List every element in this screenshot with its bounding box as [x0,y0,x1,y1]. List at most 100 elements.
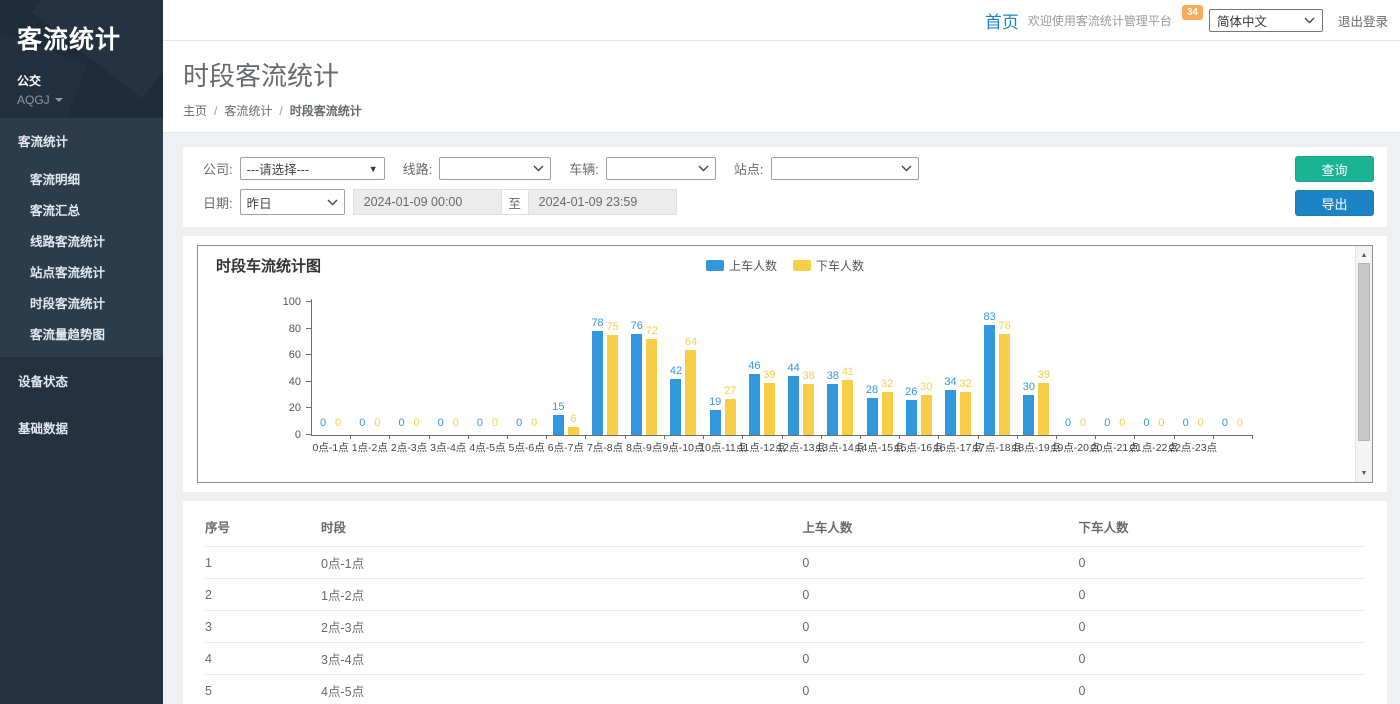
company-select[interactable]: ---请选择--- ▼ [240,157,385,180]
sidebar: 客流统计 公交 AQGJ 客流统计客流明细客流汇总线路客流统计站点客流统计时段客… [0,0,163,704]
bar-value-label: 0 [1104,417,1110,429]
table-cell: 0 [1078,547,1365,579]
chart-bar [842,380,853,435]
x-axis-tick [1056,435,1057,439]
x-axis-tick [1095,435,1096,439]
chevron-down-icon [55,98,63,102]
vehicle-select[interactable] [606,157,716,180]
chart-bar [685,350,696,435]
sidebar-item[interactable]: 线路客流统计 [0,225,163,256]
chart-bar [670,379,681,435]
table-cell: 3 [205,611,321,643]
bar-value-label: 0 [1080,417,1086,429]
table-row: 54点-5点00 [205,675,1365,704]
bar-value-label: 0 [438,417,444,429]
bar-value-label: 30 [920,381,932,393]
y-axis-line [311,299,312,435]
language-select[interactable]: 简体中文 [1209,9,1323,32]
y-axis-tick-label: 20 [263,402,301,414]
x-axis-tick-label: 4点-5点 [469,440,505,455]
sidebar-item[interactable]: 客流明细 [0,163,163,194]
table-panel: 序号时段上车人数下车人数 10点-1点0021点-2点0032点-3点0043点… [183,501,1387,704]
account-dropdown[interactable]: AQGJ [17,93,63,107]
legend-item[interactable]: 下车人数 [793,257,864,274]
sidebar-item[interactable]: 客流量趋势图 [0,318,163,349]
table-row: 32点-3点00 [205,611,1365,643]
sidebar-item[interactable]: 站点客流统计 [0,256,163,287]
bar-value-label: 44 [787,362,799,374]
bar-value-label: 0 [1198,417,1204,429]
table-header-cell: 时段 [321,504,802,547]
scroll-down-icon[interactable]: ▼ [1356,465,1372,481]
sidebar-subnav: 客流明细客流汇总线路客流统计站点客流统计时段客流统计客流量趋势图 [0,163,163,357]
bar-value-label: 75 [606,321,618,333]
date-preset-select[interactable]: 昨日 [240,189,345,215]
x-axis-tick-label: 22点-23点 [1169,440,1217,455]
chart-bar [788,376,799,435]
x-axis-tick [782,435,783,439]
sidebar-item[interactable]: 客流汇总 [0,194,163,225]
chevron-down-icon [901,165,912,172]
bar-value-label: 42 [670,365,682,377]
bar-value-label: 0 [1143,417,1149,429]
chart-bar [999,334,1010,435]
page-heading: 时段客流统计 主页/客流统计/时段客流统计 [163,41,1400,133]
station-select[interactable] [771,157,919,180]
org-name: 公交 [17,72,163,89]
chart-scrollbar[interactable]: ▲ ▼ [1355,246,1372,482]
table-header-cell: 下车人数 [1078,504,1365,547]
bar-value-label: 0 [1237,417,1243,429]
legend-label: 下车人数 [816,257,864,274]
scroll-up-icon[interactable]: ▲ [1356,247,1372,263]
chart-bar [631,334,642,435]
x-axis-tick-label: 1点-2点 [352,440,388,455]
table-row: 21点-2点00 [205,579,1365,611]
bar-value-label: 83 [984,311,996,323]
home-link[interactable]: 首页 [985,8,1019,33]
bar-value-label: 0 [1158,417,1164,429]
chart-plot: 020406080100000点-1点001点-2点002点-3点003点-4点… [311,302,1252,435]
chart-bar [867,398,878,435]
bar-value-label: 0 [1183,417,1189,429]
table-header-cell: 上车人数 [802,504,1078,547]
sidebar-item[interactable]: 时段客流统计 [0,287,163,318]
date-from-input[interactable]: 2024-01-09 00:00 [353,189,501,215]
bar-value-label: 0 [413,417,419,429]
sidebar-group: 基础数据 [0,404,163,451]
company-filter: 公司: ---请选择--- ▼ [203,157,385,180]
breadcrumb-separator: / [214,104,217,118]
x-axis-tick [664,435,665,439]
scrollbar-thumb[interactable] [1358,263,1370,441]
bar-value-label: 26 [905,386,917,398]
breadcrumb-link[interactable]: 客流统计 [224,102,272,119]
breadcrumb-link[interactable]: 主页 [183,102,207,119]
legend-item[interactable]: 上车人数 [706,257,777,274]
table-cell: 2 [205,579,321,611]
sidebar-section[interactable]: 客流统计 [0,118,163,163]
bar-value-label: 64 [685,336,697,348]
y-axis-tick [306,301,311,302]
bar-value-label: 0 [398,417,404,429]
table-cell: 0 [1078,579,1365,611]
logout-link[interactable]: 退出登录 [1338,11,1388,30]
bar-value-label: 0 [374,417,380,429]
date-to-input[interactable]: 2024-01-09 23:59 [529,189,677,215]
chart-bar [882,392,893,435]
bar-value-label: 0 [335,417,341,429]
line-select[interactable] [439,157,551,180]
bar-value-label: 0 [453,417,459,429]
table-cell: 0 [802,611,1078,643]
chart-title: 时段车流统计图 [216,255,321,276]
sidebar-section[interactable]: 设备状态 [0,357,163,404]
export-button[interactable]: 导出 [1295,190,1374,216]
sidebar-section[interactable]: 基础数据 [0,404,163,451]
bar-value-label: 38 [802,370,814,382]
x-axis-tick [821,435,822,439]
chart-bar [710,410,721,435]
bar-value-label: 72 [646,325,658,337]
company-select-value: ---请选择--- [247,159,309,178]
x-axis-tick [1213,435,1214,439]
bar-value-label: 78 [591,317,603,329]
filter-row-2: 日期: 昨日 2024-01-09 00:00 至 2024-01-09 23:… [203,189,1373,215]
query-button[interactable]: 查询 [1295,156,1374,182]
